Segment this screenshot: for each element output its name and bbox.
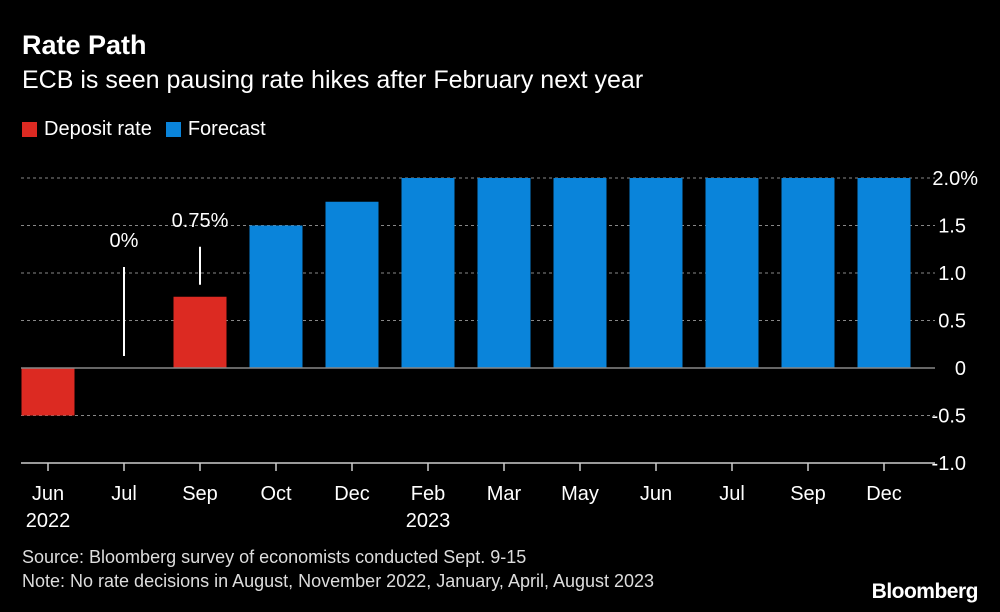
- x-tick-label: Sep: [790, 483, 826, 505]
- y-tick-label: 0: [955, 358, 966, 380]
- y-tick-label: 1.0: [938, 263, 966, 285]
- legend-label-deposit-rate: Deposit rate: [44, 118, 152, 140]
- x-tick-label: Jul: [719, 483, 745, 505]
- legend: Deposit rate Forecast: [22, 118, 280, 141]
- chart-title: Rate Path: [22, 30, 147, 60]
- y-tick-label: 1.5: [938, 216, 966, 238]
- x-tick-label: Dec: [866, 483, 902, 505]
- x-tick-label: Jun: [32, 483, 64, 505]
- legend-label-forecast: Forecast: [187, 118, 266, 140]
- bar: [781, 178, 835, 368]
- x-tick-label: Jun: [640, 483, 672, 505]
- x-tick-label: Oct: [260, 483, 292, 505]
- bloomberg-logo: Bloomberg: [871, 580, 979, 603]
- x-tick-label: Feb: [411, 483, 445, 505]
- bar: [705, 178, 759, 368]
- annotation-label: 0.75%: [172, 210, 229, 232]
- x-tick-label: Mar: [487, 483, 522, 505]
- bar: [21, 368, 75, 416]
- bar: [173, 296, 227, 368]
- bar: [629, 178, 683, 368]
- bar: [325, 201, 379, 368]
- source-note: Source: Bloomberg survey of economists c…: [22, 547, 527, 567]
- bar: [249, 225, 303, 368]
- x-tick-label: May: [561, 483, 599, 505]
- x-tick-label: Sep: [182, 483, 218, 505]
- bar: [857, 178, 911, 368]
- y-tick-label: -1.0: [932, 453, 966, 475]
- chart-subtitle: ECB is seen pausing rate hikes after Feb…: [22, 66, 644, 94]
- y-tick-label: 2.0%: [932, 168, 978, 190]
- x-tick-label: Jul: [111, 483, 137, 505]
- legend-swatch-deposit-rate: [22, 122, 37, 137]
- bar: [401, 178, 455, 368]
- x-tick-label: Dec: [334, 483, 370, 505]
- legend-swatch-forecast: [165, 122, 181, 137]
- x-year-label: 2022: [26, 510, 71, 532]
- bar: [553, 178, 607, 368]
- x-year-label: 2023: [406, 510, 451, 532]
- annotation-label: 0%: [110, 230, 139, 252]
- bar: [477, 178, 531, 368]
- y-tick-label: -0.5: [932, 406, 966, 428]
- y-tick-label: 0.5: [938, 311, 966, 333]
- footnote: Note: No rate decisions in August, Novem…: [22, 571, 655, 591]
